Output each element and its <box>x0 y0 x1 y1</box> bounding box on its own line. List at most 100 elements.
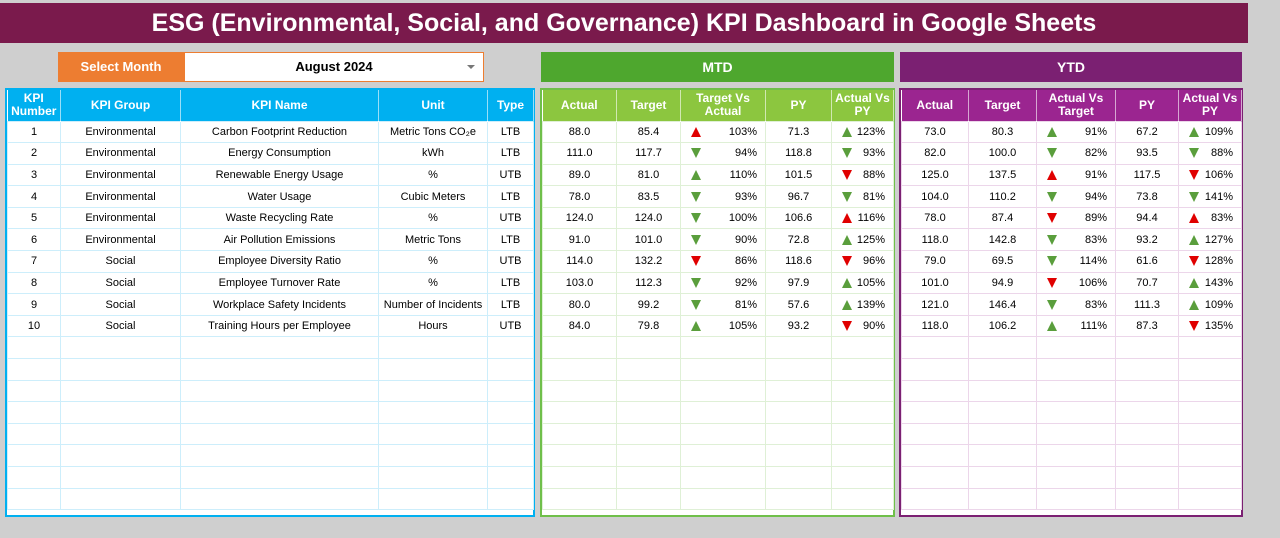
table-cell <box>968 379 1037 403</box>
column-header: Target <box>968 90 1037 121</box>
table-cell <box>901 466 969 489</box>
table-cell <box>616 336 681 360</box>
table-cell: Social <box>60 314 181 338</box>
table-cell: 84.0 <box>542 314 617 338</box>
table-cell: 99.2 <box>616 293 681 316</box>
table-cell: 117.5 <box>1115 163 1179 187</box>
indicator-cell: 93% <box>831 142 894 165</box>
table-cell: 104.0 <box>901 185 969 208</box>
table-cell <box>7 466 61 489</box>
table-cell: LTB <box>487 293 534 316</box>
arrow-down-icon <box>691 148 701 159</box>
table-cell: 5 <box>7 206 61 230</box>
table-row: 4 Environmental Water Usage Cubic Meters LTB <box>7 185 534 208</box>
indicator-cell: 83% <box>1036 228 1116 252</box>
month-dropdown[interactable]: August 2024 <box>184 52 484 82</box>
mtd-table: Actual Target Target Vs Actual PY Actual Vs … <box>540 88 895 517</box>
arrow-up-icon <box>1047 170 1057 181</box>
arrow-up-icon <box>1189 126 1199 137</box>
table-cell: 97.9 <box>765 271 832 295</box>
table-cell: 111.0 <box>542 142 617 165</box>
table-cell: Metric Tons CO₂e <box>378 120 488 144</box>
table-cell: % <box>378 206 488 230</box>
table-cell <box>378 401 488 424</box>
table-cell <box>60 336 181 360</box>
chevron-down-icon[interactable] <box>467 65 475 69</box>
table-cell <box>1115 444 1179 467</box>
table-cell: LTB <box>487 228 534 252</box>
table-cell <box>901 358 969 381</box>
arrow-down-icon <box>691 234 701 245</box>
table-row <box>7 487 534 511</box>
table-cell: 9 <box>7 293 61 316</box>
table-row: 80.0 99.2 81% 57.6 139% <box>542 293 894 316</box>
table-cell: 70.7 <box>1115 271 1179 295</box>
table-cell: 4 <box>7 185 61 208</box>
table-row <box>542 422 894 446</box>
table-row <box>542 358 894 381</box>
table-cell: 85.4 <box>616 120 681 144</box>
table-row <box>901 422 1242 446</box>
table-cell <box>378 487 488 511</box>
table-cell: 10 <box>7 314 61 338</box>
table-cell: 101.5 <box>765 163 832 187</box>
table-cell: Social <box>60 250 181 273</box>
indicator-cell: 139% <box>831 293 894 316</box>
arrow-up-icon <box>1189 278 1199 289</box>
table-row: 124.0 124.0 100% 106.6 116% <box>542 206 894 230</box>
arrow-up-icon <box>691 170 701 181</box>
table-cell: Metric Tons <box>378 228 488 252</box>
table-cell: 124.0 <box>616 206 681 230</box>
table-cell <box>180 444 379 467</box>
table-cell: 118.8 <box>765 142 832 165</box>
indicator-cell: 103% <box>680 120 766 144</box>
indicator-cell: 89% <box>1036 206 1116 230</box>
indicator-cell: 105% <box>831 271 894 295</box>
table-cell: UTB <box>487 206 534 230</box>
table-cell: 125.0 <box>901 163 969 187</box>
table-row: 91.0 101.0 90% 72.8 125% <box>542 228 894 252</box>
arrow-down-icon <box>1047 191 1057 202</box>
table-cell <box>378 336 488 360</box>
table-row: 78.0 87.4 89% 94.4 83% <box>901 206 1242 230</box>
table-cell: 106.2 <box>968 314 1037 338</box>
table-cell: 117.7 <box>616 142 681 165</box>
indicator-cell: 81% <box>680 293 766 316</box>
table-cell <box>542 336 617 360</box>
table-cell <box>180 422 379 446</box>
table-cell <box>542 444 617 467</box>
table-cell <box>378 422 488 446</box>
table-cell <box>7 336 61 360</box>
table-cell: Hours <box>378 314 488 338</box>
table-row <box>7 444 534 467</box>
table-cell: 96.7 <box>765 185 832 208</box>
table-row <box>542 401 894 424</box>
column-header: Actual Vs Target <box>1036 90 1116 121</box>
table-cell <box>616 379 681 403</box>
table-cell: LTB <box>487 142 534 165</box>
table-row <box>7 358 534 381</box>
table-cell <box>765 379 832 403</box>
table-row: 3 Environmental Renewable Energy Usage% UTB <box>7 163 534 187</box>
table-cell <box>765 422 832 446</box>
table-cell <box>7 358 61 381</box>
indicator-cell: 92% <box>680 271 766 295</box>
table-cell: 73.8 <box>1115 185 1179 208</box>
table-cell: 94.9 <box>968 271 1037 295</box>
indicator-cell: 111% <box>1036 314 1116 338</box>
arrow-up-icon <box>842 234 852 245</box>
indicator-cell: 106% <box>1178 163 1242 187</box>
table-cell <box>765 444 832 467</box>
table-cell <box>542 466 617 489</box>
table-cell: 114.0 <box>542 250 617 273</box>
table-cell: 112.3 <box>616 271 681 295</box>
table-row: 104.0 110.2 94% 73.8 141% <box>901 185 1242 208</box>
mtd-header: MTD <box>541 52 894 82</box>
table-cell: Employee Turnover Rate <box>180 271 379 295</box>
table-row: 88.0 85.4 103% 71.3 123% <box>542 120 894 144</box>
table-cell: 88.0 <box>542 120 617 144</box>
table-cell: % <box>378 271 488 295</box>
table-row: 2 Environmental Energy Consumption kWh LTB <box>7 142 534 165</box>
table-cell <box>765 466 832 489</box>
column-header: Actual <box>542 90 617 121</box>
